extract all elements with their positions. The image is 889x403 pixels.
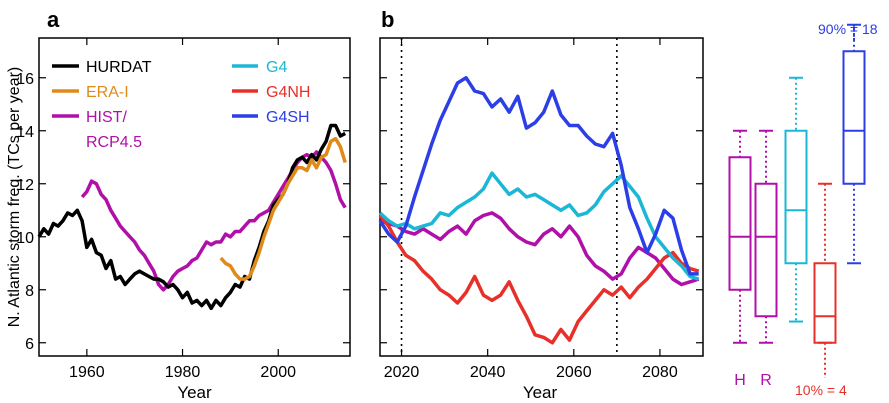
- legend-label: HIST/: [86, 109, 127, 126]
- y-tick-label: 12: [16, 177, 34, 194]
- series-line-g4sh: [378, 76, 699, 276]
- y-tick-label: 6: [25, 336, 34, 353]
- legend-label-rcp: RCP4.5: [86, 134, 142, 151]
- y-tick-label: 14: [16, 124, 34, 141]
- legend-label: G4SH: [266, 109, 310, 126]
- panel-b-reference-lines: [400, 38, 618, 356]
- box-iqr: [842, 50, 866, 185]
- x-tick-label: 2000: [260, 364, 296, 381]
- panel-a-series: [37, 123, 347, 311]
- series-line-g4: [378, 171, 700, 281]
- panel-a-legend: HURDAT ERA-I HIST/RCP4.5 G4 G4NH G4SH: [52, 59, 310, 151]
- box-plot: [784, 76, 808, 323]
- series-line-hist: [80, 150, 347, 292]
- box-annotation-10pct: 10% = 4: [795, 382, 847, 398]
- box-iqr: [784, 129, 808, 265]
- box-label: R: [760, 372, 772, 389]
- series-line-hurdat: [37, 123, 347, 311]
- box-annotation-90pct: 90% = 18: [818, 21, 878, 37]
- panel-b-ticks: 2020 2040 2060 2080: [380, 38, 703, 381]
- box-label: H: [734, 372, 746, 389]
- legend-label: G4: [266, 59, 287, 76]
- box-plot: [813, 182, 837, 344]
- legend-label: G4NH: [266, 84, 310, 101]
- box-plots: H R 90% = 18 10% = 4: [728, 21, 878, 398]
- panel-b-series: [378, 76, 700, 345]
- box-iqr: [813, 262, 837, 344]
- x-tick-label: 1980: [165, 364, 201, 381]
- x-tick-label: 2080: [642, 364, 678, 381]
- x-tick-label: 2020: [384, 364, 420, 381]
- y-tick-label: 16: [16, 71, 34, 88]
- panel-a-ticks: 6 8 10 12 14 16 1960 1980 2000: [16, 38, 350, 381]
- panel-a-chart: 6 8 10 12 14 16 1960 1980 2000 HURDAT ERA-I HIST/R…: [6, 37, 351, 402]
- box-iqr: [754, 182, 778, 318]
- y-tick-label: 8: [25, 283, 34, 300]
- series-line-erai: [219, 136, 347, 281]
- panel-letter-a: a: [47, 7, 60, 32]
- box-iqr: [728, 156, 752, 291]
- panel-a-y-axis-label: N. Atlantic storm freq. (TCs per year): [6, 67, 23, 328]
- series-line-g4nh: [378, 214, 700, 345]
- box-plot: R: [754, 129, 778, 389]
- box-plot: H: [728, 129, 752, 389]
- panel-b-chart: 2020 2040 2060 2080 Year: [378, 37, 704, 402]
- legend-label: HURDAT: [86, 59, 152, 76]
- x-tick-label: 1960: [69, 364, 105, 381]
- legend-label: ERA-I: [86, 84, 129, 101]
- panel-b-x-axis-label: Year: [523, 383, 558, 402]
- panel-a-frame: [38, 37, 351, 357]
- x-tick-label: 2060: [556, 364, 592, 381]
- y-tick-label: 10: [16, 230, 34, 247]
- x-tick-label: 2040: [470, 364, 506, 381]
- panel-b-frame: [379, 37, 704, 357]
- panel-a-x-axis-label: Year: [177, 383, 212, 402]
- panel-letter-b: b: [381, 7, 394, 32]
- box-plot: [842, 23, 866, 265]
